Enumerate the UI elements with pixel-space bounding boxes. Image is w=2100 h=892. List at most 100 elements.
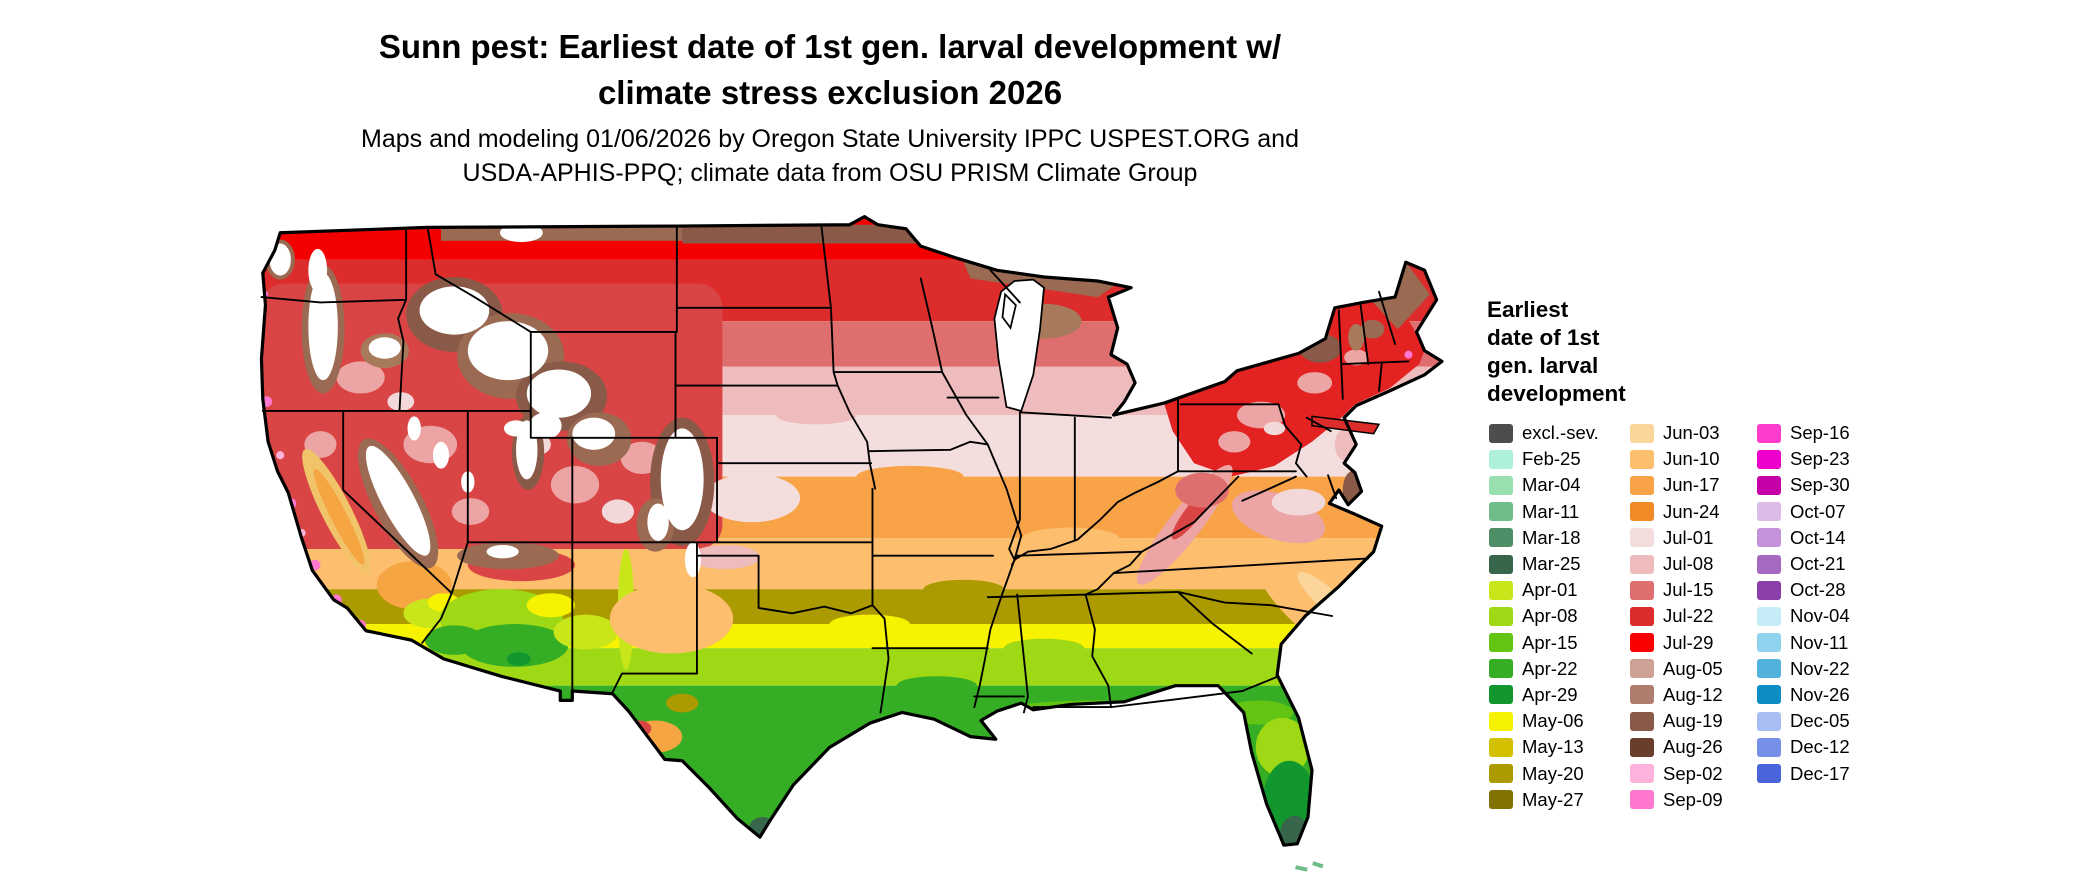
legend-item: Jul-29 bbox=[1630, 630, 1723, 656]
legend-swatch bbox=[1757, 711, 1781, 731]
legend-label: Sep-16 bbox=[1790, 422, 1850, 444]
map-fill-layers bbox=[261, 216, 1442, 846]
legend-swatch bbox=[1489, 711, 1513, 731]
legend-swatch bbox=[1489, 659, 1513, 679]
legend-column-1: excl.-sev. Feb-25 Mar-04 Mar-11 Mar-18 M… bbox=[1489, 420, 1599, 813]
legend-item: Nov-22 bbox=[1757, 656, 1850, 682]
legend-item: Apr-01 bbox=[1489, 577, 1599, 603]
legend-swatch bbox=[1757, 475, 1781, 495]
legend-item: Sep-30 bbox=[1757, 472, 1850, 498]
legend-swatch bbox=[1757, 764, 1781, 784]
legend-swatch bbox=[1630, 606, 1654, 626]
legend-label: Jun-17 bbox=[1663, 474, 1720, 496]
legend-item: Apr-29 bbox=[1489, 682, 1599, 708]
legend-item: Dec-05 bbox=[1757, 708, 1850, 734]
legend-item: May-27 bbox=[1489, 787, 1599, 813]
legend-item: Jul-15 bbox=[1630, 577, 1723, 603]
legend-swatch bbox=[1757, 554, 1781, 574]
legend-label: excl.-sev. bbox=[1522, 422, 1599, 444]
legend-title-line2: date of 1st bbox=[1487, 325, 1600, 350]
legend-swatch bbox=[1630, 423, 1654, 443]
texas-plains-patches bbox=[609, 473, 801, 839]
legend-swatch bbox=[1489, 528, 1513, 548]
legend-swatch bbox=[1630, 502, 1654, 522]
legend-item: Jul-22 bbox=[1630, 603, 1723, 629]
legend-item: May-20 bbox=[1489, 760, 1599, 786]
legend-swatch bbox=[1489, 764, 1513, 784]
legend-swatch bbox=[1757, 502, 1781, 522]
legend-swatch bbox=[1489, 554, 1513, 574]
legend-swatch bbox=[1630, 711, 1654, 731]
state-borders bbox=[260, 226, 1410, 714]
page-title-line1: Sunn pest: Earliest date of 1st gen. lar… bbox=[378, 28, 1282, 65]
legend-swatch bbox=[1757, 528, 1781, 548]
legend-label: Apr-01 bbox=[1522, 579, 1578, 601]
legend-label: Sep-30 bbox=[1790, 474, 1850, 496]
legend-item: Nov-11 bbox=[1757, 630, 1850, 656]
legend-item: Oct-07 bbox=[1757, 499, 1850, 525]
legend-label: Nov-11 bbox=[1790, 631, 1849, 653]
legend-label: Dec-05 bbox=[1790, 710, 1850, 732]
legend-label: Sep-23 bbox=[1790, 448, 1850, 470]
legend-label: Jul-29 bbox=[1663, 631, 1714, 653]
legend-title: Earliest date of 1st gen. larval develop… bbox=[1487, 296, 1626, 408]
legend-label: Jul-08 bbox=[1663, 553, 1714, 575]
legend-swatch bbox=[1489, 449, 1513, 469]
northeast-overlay bbox=[1161, 297, 1425, 477]
florida-keys bbox=[1295, 861, 1324, 872]
legend-item: Mar-18 bbox=[1489, 525, 1599, 551]
legend-swatch bbox=[1757, 449, 1781, 469]
legend-item: Apr-22 bbox=[1489, 656, 1599, 682]
legend-swatch bbox=[1757, 685, 1781, 705]
us-map bbox=[240, 214, 1446, 884]
legend-swatch bbox=[1757, 633, 1781, 653]
legend-label: Jun-10 bbox=[1663, 448, 1720, 470]
legend-label: May-20 bbox=[1522, 762, 1584, 784]
us-map-svg bbox=[259, 215, 1444, 872]
legend-column-3: Sep-16 Sep-23 Sep-30 Oct-07 Oct-14 Oct-2… bbox=[1757, 420, 1850, 787]
legend-label: May-27 bbox=[1522, 788, 1584, 810]
legend-item: Jun-10 bbox=[1630, 446, 1723, 472]
legend-label: Oct-14 bbox=[1790, 526, 1846, 548]
legend-item: Jun-17 bbox=[1630, 472, 1723, 498]
legend-item: Apr-08 bbox=[1489, 603, 1599, 629]
page-title-line2: climate stress exclusion 2026 bbox=[597, 74, 1063, 111]
legend-item: Apr-15 bbox=[1489, 630, 1599, 656]
legend-swatch bbox=[1757, 423, 1781, 443]
legend-label: Dec-17 bbox=[1790, 762, 1850, 784]
legend-label: Feb-25 bbox=[1522, 448, 1581, 470]
page-title: Sunn pest: Earliest date of 1st gen. lar… bbox=[180, 24, 1480, 116]
legend-item: Aug-26 bbox=[1630, 734, 1723, 760]
legend-item: Mar-11 bbox=[1489, 499, 1599, 525]
california-patches bbox=[302, 449, 460, 629]
legend-label: Nov-04 bbox=[1790, 605, 1850, 627]
legend-label: Oct-21 bbox=[1790, 553, 1846, 575]
legend-swatch bbox=[1489, 580, 1513, 600]
legend-label: Sep-09 bbox=[1663, 788, 1723, 810]
legend-swatch bbox=[1489, 685, 1513, 705]
legend-label: Apr-29 bbox=[1522, 683, 1578, 705]
legend-label: May-13 bbox=[1522, 736, 1584, 758]
legend-item: Sep-23 bbox=[1757, 446, 1850, 472]
legend-swatch bbox=[1757, 580, 1781, 600]
legend-swatch bbox=[1757, 737, 1781, 757]
legend-item: Dec-12 bbox=[1757, 734, 1850, 760]
legend-column-2: Jun-03 Jun-10 Jun-17 Jun-24 Jul-01 Jul-0… bbox=[1630, 420, 1723, 813]
legend-swatch bbox=[1630, 580, 1654, 600]
legend-item: Aug-19 bbox=[1630, 708, 1723, 734]
southeast-green-patches bbox=[1001, 700, 1317, 846]
legend-swatch bbox=[1630, 475, 1654, 495]
legend-swatch bbox=[1489, 606, 1513, 626]
long-island bbox=[1311, 415, 1381, 435]
legend-label: Dec-12 bbox=[1790, 736, 1850, 758]
page-subtitle-line1: Maps and modeling 01/06/2026 by Oregon S… bbox=[361, 125, 1299, 153]
legend-item: Nov-26 bbox=[1757, 682, 1850, 708]
legend-item: Jul-08 bbox=[1630, 551, 1723, 577]
legend-item: Jun-24 bbox=[1630, 499, 1723, 525]
legend-label: Apr-08 bbox=[1522, 605, 1578, 627]
legend-label: Aug-26 bbox=[1663, 736, 1723, 758]
legend-item: Aug-12 bbox=[1630, 682, 1723, 708]
legend-item: Jul-01 bbox=[1630, 525, 1723, 551]
legend-label: Jul-22 bbox=[1663, 605, 1714, 627]
legend-item: Mar-04 bbox=[1489, 472, 1599, 498]
